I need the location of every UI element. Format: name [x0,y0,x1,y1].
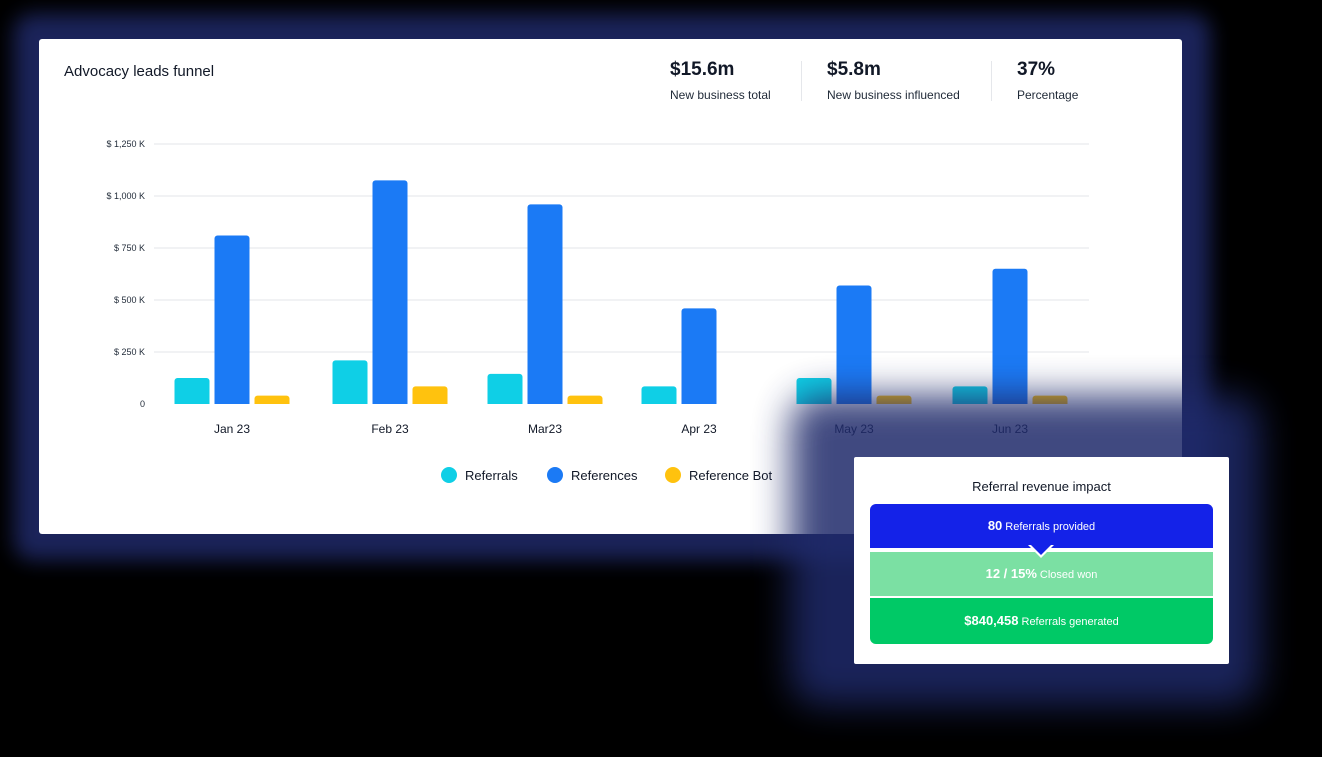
bar-referrals [487,373,523,407]
legend-label: Referrals [465,467,518,483]
legend-swatch-icon [441,467,457,483]
bar-referrals [174,378,210,407]
legend-label: Reference Bot [689,467,773,483]
bar-references [681,308,717,407]
x-tick-label: Apr 23 [681,422,717,436]
y-tick-label: 0 [140,399,145,409]
legend-item-references[interactable]: References [547,467,637,483]
kpi-percentage: 37% Percentage [1017,59,1078,102]
step-label: Referrals generated [1021,616,1119,628]
legend-item-referrals[interactable]: Referrals [441,467,518,483]
bar-references [527,204,563,407]
kpi-new-business-total: $15.6m New business total [670,59,771,102]
card-title: Advocacy leads funnel [64,63,215,80]
bar-references [992,268,1028,407]
bar-referrals [332,360,368,407]
baseline-mask [154,404,1089,410]
y-tick-label: $ 1,000 K [106,191,145,201]
y-tick-label: $ 500 K [114,295,145,305]
legend-swatch-icon [665,467,681,483]
bar-references [836,285,872,407]
legend-item-reference-bot[interactable]: Reference Bot [665,467,772,483]
funnel-notch-fill [1031,545,1051,555]
kpi-new-business-influenced: $5.8m New business influenced [827,59,960,102]
kpi-value: 37% [1017,59,1056,80]
legend-label: References [571,467,638,483]
kpi-label: New business total [670,88,771,102]
step-label: Closed won [1039,569,1098,581]
x-tick-label: Jan 23 [214,422,250,436]
kpi-value: $5.8m [827,59,881,80]
bar-references [372,180,408,407]
bar-chart: 0 $ 250 K $ 500 K $ 750 K $ 1,000 K $ 1,250 K… [106,139,1089,436]
impact-title: Referral revenue impact [972,479,1111,494]
step-closed-won: 12 / 15% Closed won [870,552,1213,596]
y-tick-label: $ 750 K [114,243,145,253]
step-label: Referrals provided [1005,521,1096,533]
bar-referrals [641,386,677,407]
y-tick-label: $ 250 K [114,347,145,357]
bar-references [214,235,250,407]
step-value: 12 / 15% [985,566,1037,581]
bar-reference-bot [412,386,448,407]
step-value: 80 [987,518,1003,533]
kpi-divider [801,61,802,101]
kpi-divider [991,61,992,101]
x-tick-label: Feb 23 [371,422,409,436]
y-tick-label: $ 1,250 K [106,139,145,149]
kpi-value: $15.6m [670,59,735,80]
legend-swatch-icon [547,467,563,483]
step-value: $840,458 [964,613,1019,628]
step-referrals-generated: $840,458 Referrals generated [870,598,1213,644]
x-tick-label: Mar23 [528,422,562,436]
kpi-label: Percentage [1017,88,1079,102]
kpi-label: New business influenced [827,88,960,102]
step-referrals-provided: 80 Referrals provided [870,504,1213,548]
referral-revenue-impact-card: Referral revenue impact 80 Referrals prov… [854,457,1229,664]
